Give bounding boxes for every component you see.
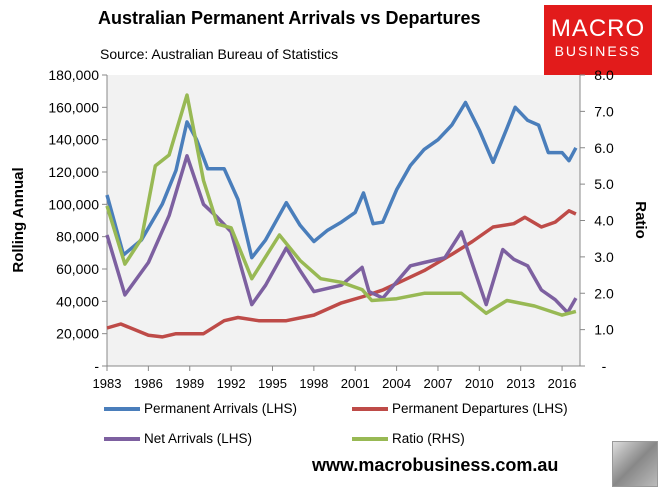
y-tick-label: 80,000 (56, 229, 99, 245)
y2-tick-label: 6.0 (594, 140, 614, 156)
x-tick-label: 1998 (299, 376, 328, 391)
wolf-logo-image (612, 441, 658, 487)
x-tick-label: 1992 (217, 376, 246, 391)
x-tick-label: 1995 (258, 376, 287, 391)
x-tick-label: 2001 (341, 376, 370, 391)
y2-tick-label: 1.0 (594, 322, 614, 338)
y-tick-label: 20,000 (56, 326, 99, 342)
legend-item-departures: Permanent Departures (LHS) (352, 401, 568, 416)
y2-tick-label: 3.0 (594, 249, 614, 265)
chart-title: Australian Permanent Arrivals vs Departu… (98, 8, 481, 28)
logo-text-macro: MACRO (550, 15, 646, 42)
source-note: Source: Australian Bureau of Statistics (100, 46, 339, 62)
y-axis-label: Rolling Annual (10, 167, 27, 272)
y2-tick-label: 4.0 (594, 213, 614, 229)
y-tick-label: 160,000 (48, 99, 99, 115)
y2-tick-label: 8.0 (594, 67, 614, 83)
y2-tick-label: 2.0 (594, 285, 614, 301)
legend-label: Permanent Arrivals (LHS) (144, 401, 298, 416)
x-tick-label: 1989 (175, 376, 204, 391)
logo-text-business: BUSINESS (554, 43, 642, 59)
legend-swatch (352, 436, 388, 441)
y-tick-label: - (94, 358, 99, 374)
y-tick-label: 40,000 (56, 293, 99, 309)
legend-item-ratio: Ratio (RHS) (352, 431, 465, 446)
series-line-3 (105, 93, 577, 317)
x-tick-label: 1983 (93, 376, 122, 391)
legend-swatch (104, 406, 140, 411)
y-tick-label: 120,000 (48, 164, 99, 180)
y-tick-label: 180,000 (48, 67, 99, 83)
y2-tick-label: - (602, 358, 607, 374)
x-tick-label: 1986 (134, 376, 163, 391)
y2-axis-label: Ratio (632, 201, 649, 239)
legend-item-net: Net Arrivals (LHS) (104, 431, 252, 446)
legend-label: Ratio (RHS) (392, 431, 465, 446)
macrobusiness-logo: MACRO BUSINESS (544, 5, 652, 75)
series-line-1 (106, 209, 577, 339)
y-tick-label: 140,000 (48, 132, 99, 148)
y-tick-label: 100,000 (48, 196, 99, 212)
y2-tick-label: 5.0 (594, 176, 614, 192)
x-tick-label: 2004 (382, 376, 411, 391)
legend-item-arrivals: Permanent Arrivals (LHS) (104, 401, 297, 416)
x-tick-label: 2016 (548, 376, 577, 391)
y2-tick-label: 7.0 (594, 103, 614, 119)
x-tick-label: 2013 (506, 376, 535, 391)
x-tick-label: 2007 (424, 376, 453, 391)
legend-swatch (352, 406, 388, 411)
website-url: www.macrobusiness.com.au (312, 455, 559, 475)
legend-label: Net Arrivals (LHS) (144, 431, 253, 446)
x-tick-label: 2010 (465, 376, 494, 391)
y-tick-label: 60,000 (56, 261, 99, 277)
legend-label: Permanent Departures (LHS) (392, 401, 568, 416)
legend-swatch (104, 436, 140, 441)
series-line-2 (105, 154, 578, 315)
